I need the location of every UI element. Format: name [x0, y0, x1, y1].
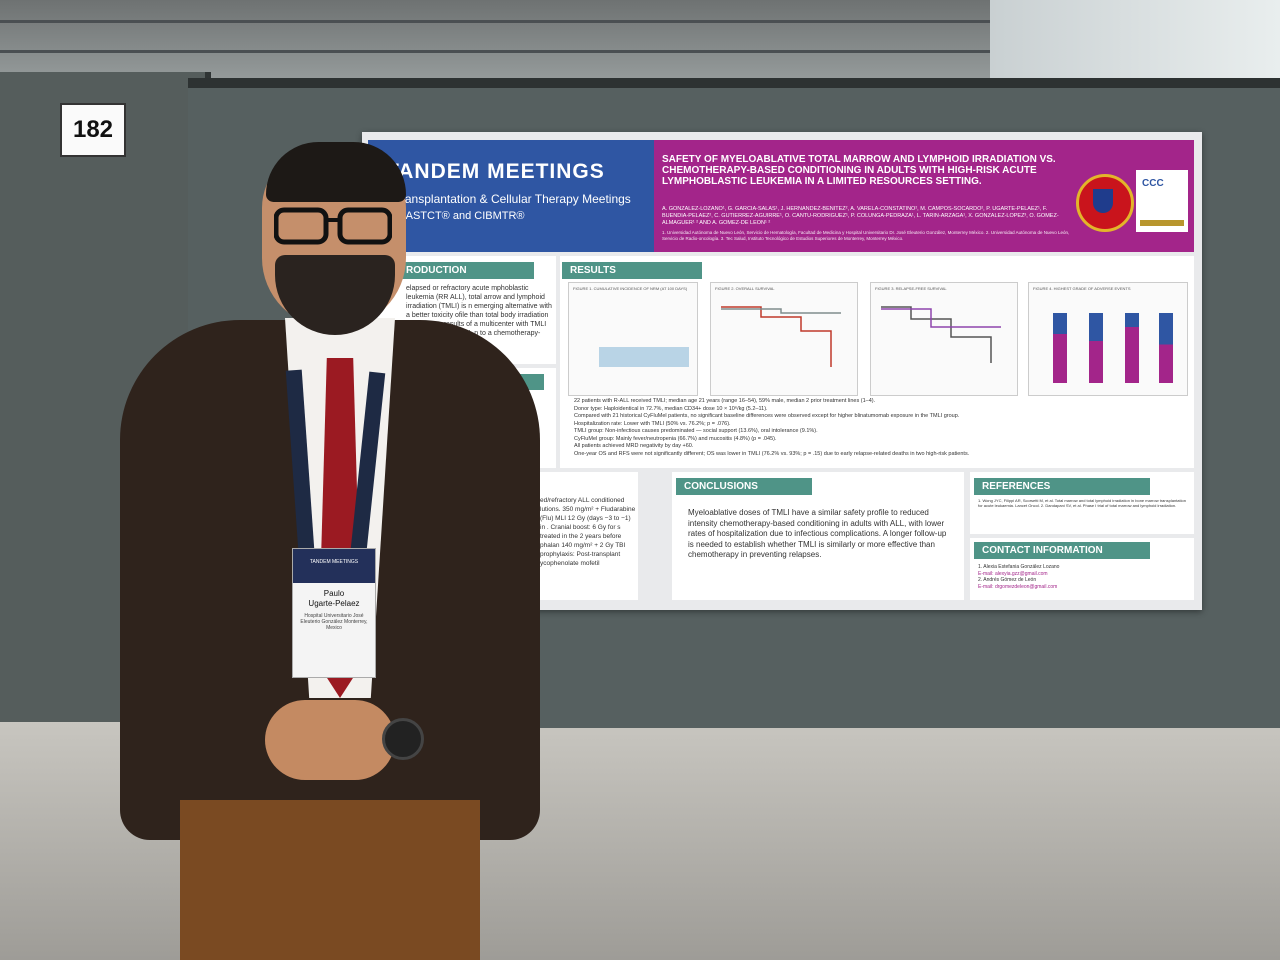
contact-line: 2. Andrés Gómez de León [978, 577, 1037, 583]
results-bullet: All patients achieved MRD negativity by … [574, 443, 694, 449]
results-bullet: TMLI group: Non-infectious causes predom… [574, 428, 818, 434]
poster-title: SAFETY OF MYELOABLATIVE TOTAL MARROW AND… [662, 154, 1056, 187]
figure-relapse-free-survival: FIGURE 3. RELAPSE-FREE SURVIVAL [870, 282, 1018, 396]
results-bullet: Compared with 21 historical CyFluMel pat… [574, 413, 960, 419]
eyeglasses-icon [274, 207, 392, 245]
figure-caption: FIGURE 4. HIGHEST GRADE OF ADVERSE EVENT… [1033, 286, 1131, 291]
person-clasped-hands [265, 700, 395, 780]
brand-title: TANDEM MEETINGS [386, 160, 605, 183]
badge-first-name: Paulo [323, 589, 345, 598]
figure-overall-survival: FIGURE 2. OVERALL SURVIVAL [710, 282, 858, 396]
bar [1089, 313, 1103, 383]
university-seal-logo [1076, 174, 1134, 232]
contact-email: E-mail: alexyia.gzz@gmail.com [978, 570, 1048, 577]
contact-email: E-mail: drgomezdeleon@gmail.com [978, 583, 1058, 590]
poster-title-block: SAFETY OF MYELOABLATIVE TOTAL MARROW AND… [654, 140, 1194, 252]
stacked-bars [1047, 309, 1177, 383]
person-pants [180, 800, 480, 960]
figure-caption: FIGURE 1. CUMULATIVE INCIDENCE OF NRM (A… [573, 286, 688, 291]
figure-caption: FIGURE 3. RELAPSE-FREE SURVIVAL [875, 286, 947, 291]
results-bullet: One-year OS and RFS were not significant… [574, 450, 970, 457]
bar [1053, 313, 1067, 383]
figure-caption: FIGURE 2. OVERALL SURVIVAL [715, 286, 775, 291]
references-text: 1. Wong JYC, Filippi AR, Scorsetti M, et… [978, 498, 1186, 508]
figure-adverse-events: FIGURE 4. HIGHEST GRADE OF ADVERSE EVENT… [1028, 282, 1188, 396]
badge-name: Paulo Ugarte-Pelaez [293, 589, 375, 609]
badge-last-name: Ugarte-Pelaez [308, 599, 360, 608]
results-bullets: 22 patients with R-ALL received TMLI; me… [574, 398, 1184, 458]
person-hair [266, 142, 406, 202]
methods-text: ed/refractory ALL conditioned lutions. 3… [540, 497, 636, 567]
conclusions-header: CONCLUSIONS [676, 478, 812, 495]
brand-subtitle: Transplantation & Cellular Therapy Meeti… [394, 192, 631, 206]
results-section: RESULTS FIGURE 1. CUMULATIVE INCIDENCE O… [560, 256, 1194, 468]
booth-number-card: 182 [60, 103, 126, 157]
rfs-curve [881, 306, 1001, 363]
poster-authors: A. GONZALEZ-LOZANO¹, G. GARCIA-SALAS¹, J… [662, 206, 1059, 226]
tandem-brand-block: TANDEM MEETINGS Transplantation & Cellul… [368, 140, 654, 252]
conclusions-section: CONCLUSIONS Myeloablative doses of TMLI … [672, 472, 964, 600]
figure-nrm: FIGURE 1. CUMULATIVE INCIDENCE OF NRM (A… [568, 282, 698, 396]
smartwatch-icon [382, 718, 424, 760]
ceiling-truss [0, 20, 1000, 23]
results-bullet: Donor type: Haploidentical in 72.7%, med… [574, 405, 768, 412]
references-header: REFERENCES [974, 478, 1150, 495]
figure-area [599, 347, 689, 367]
results-bullet: CyFluMel group: Mainly fever/neutropenia… [574, 435, 777, 442]
results-header: RESULTS [562, 262, 702, 279]
contact-line: 1. Alexia Estefania González Lozano [978, 564, 1060, 570]
introduction-header: RODUCTION [398, 262, 534, 279]
results-bullet: 22 patients with R-ALL received TMLI; me… [574, 398, 876, 404]
brand-subtitle-2: of ASTCT® and CIBMTR® [394, 210, 525, 222]
bar [1125, 313, 1139, 383]
contact-section: CONTACT INFORMATION 1. Alexia Estefania … [970, 538, 1194, 600]
survival-curve [721, 306, 841, 367]
contact-text: 1. Alexia Estefania González Lozano E-ma… [978, 564, 1190, 590]
results-bullet: Hospitalization rate: Lower with TMLI (5… [574, 420, 731, 427]
poster-affiliations: 1. Universidad Autónoma de Nuevo León, S… [662, 230, 1070, 241]
badge-event: TANDEM MEETINGS [293, 549, 375, 583]
ceiling-truss [0, 50, 1000, 53]
bar [1159, 313, 1173, 383]
references-section: REFERENCES 1. Wong JYC, Filippi AR, Scor… [970, 472, 1194, 534]
name-badge: TANDEM MEETINGS Paulo Ugarte-Pelaez Hosp… [292, 548, 376, 678]
badge-institution: Hospital Universitario José Eleuterio Go… [300, 613, 368, 631]
conclusions-text: Myeloablative doses of TMLI have a simil… [688, 508, 947, 559]
hospital-logo: CCC [1136, 170, 1188, 232]
contact-header: CONTACT INFORMATION [974, 542, 1150, 559]
